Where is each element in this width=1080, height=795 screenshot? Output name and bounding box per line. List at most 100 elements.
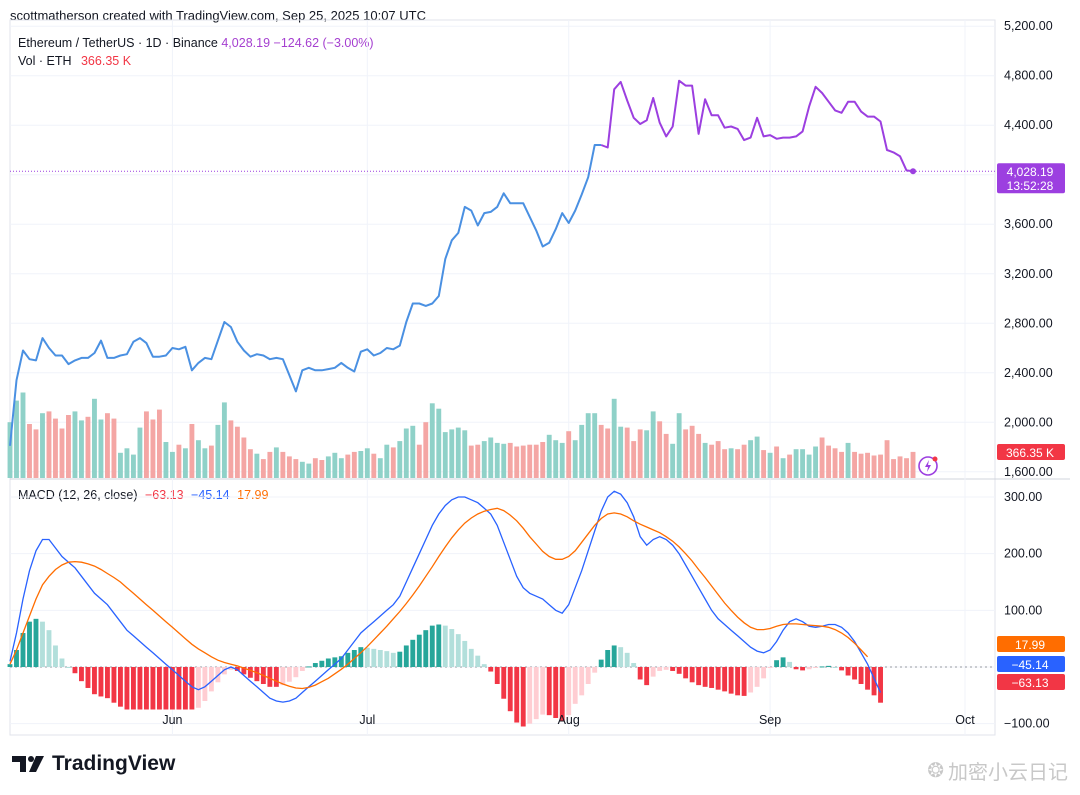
volume-bar	[475, 444, 481, 478]
macd-tick-label: 200.00	[1004, 547, 1042, 561]
volume-bar	[202, 448, 208, 478]
volume-bar	[819, 437, 825, 478]
macd-histogram-bar	[169, 667, 175, 710]
macd-histogram-bar	[728, 667, 734, 694]
volume-bar	[800, 449, 806, 478]
volume-bar	[85, 416, 91, 478]
volume-bar	[793, 449, 799, 478]
volume-bar	[79, 420, 84, 478]
volume-bar	[462, 430, 468, 478]
macd-histogram-bar	[579, 667, 585, 696]
volume-bar	[442, 432, 448, 478]
macd-histogram-bar	[247, 667, 253, 678]
macd-histogram-bar	[85, 667, 91, 688]
signal-line	[9, 507, 869, 690]
volume-bar	[403, 428, 409, 478]
price-tick-label: 4,800.00	[1004, 69, 1053, 83]
volume-bar	[182, 448, 188, 478]
volume-bar	[644, 430, 650, 478]
macd-histogram-bar	[267, 667, 273, 687]
price-tick-label: 2,400.00	[1004, 366, 1053, 380]
macd-line-value: −45.14	[191, 488, 230, 502]
volume-bar	[514, 446, 520, 478]
macd-histogram-bar	[878, 667, 883, 703]
macd-signal-value: 17.99	[237, 488, 269, 502]
macd-histogram-bar	[72, 667, 78, 674]
macd-histogram-bar	[520, 667, 526, 727]
time-tick-label: Sep	[759, 713, 781, 727]
macd-histogram-bar	[66, 667, 71, 668]
macd-histogram-bar	[46, 630, 52, 667]
macd-histogram-bar	[436, 624, 442, 667]
macd-histogram-bar	[234, 667, 240, 671]
macd-histogram-bar	[611, 645, 617, 667]
macd-histogram-bar	[761, 667, 767, 679]
volume-bar	[598, 424, 604, 478]
volume-bar	[59, 428, 65, 478]
symbol-title: Ethereum / TetherUS · 1D · Binance	[18, 36, 218, 50]
volume-bar	[494, 442, 500, 478]
volume-bar	[865, 452, 870, 478]
flash-icon[interactable]	[918, 456, 938, 476]
volume-bar	[553, 440, 559, 478]
macd-histogram-bar	[559, 667, 565, 721]
macd-histogram-bar	[650, 667, 656, 677]
macd-histogram-bar	[637, 667, 643, 680]
macd-histogram-bar	[780, 657, 786, 667]
volume-bar	[332, 452, 338, 478]
volume-bar	[33, 429, 39, 478]
volume-bar	[130, 454, 136, 478]
macd-histogram-bar	[137, 667, 143, 710]
volume-bar	[520, 445, 526, 478]
plot-frame	[9, 19, 996, 736]
macd-histogram-bar	[858, 667, 864, 684]
tradingview-logo-icon	[12, 756, 44, 772]
volume-bar	[832, 448, 838, 478]
macd-histogram-bar	[507, 667, 513, 712]
macd-histogram-bar	[865, 667, 870, 690]
volume-bar	[118, 452, 123, 478]
volume-bar	[150, 419, 156, 478]
last-price-dot	[910, 168, 917, 175]
volume-bar	[709, 444, 715, 478]
price-change: −124.62 (−3.00%)	[273, 36, 374, 50]
macd-histogram-bar	[254, 667, 260, 682]
volume-bar	[527, 444, 533, 478]
price-series-line	[9, 144, 602, 446]
macd-histogram-bar	[774, 660, 780, 667]
volume-bar	[631, 441, 637, 478]
macd-histogram-bar	[98, 667, 104, 697]
macd-histogram-bar	[767, 667, 773, 668]
volume-bar	[306, 463, 312, 478]
chart-canvas[interactable]: 1,600.00 2,000.00 2,400.00 2,800.00 3,200.00…	[0, 0, 1080, 745]
volume-bar	[540, 442, 546, 478]
macd-histogram-bar	[130, 667, 136, 710]
volume-bar	[884, 440, 890, 478]
macd-histogram-bar	[20, 633, 26, 667]
volume-bar	[163, 442, 169, 478]
macd-histogram-bar	[683, 667, 689, 679]
macd-histogram-bar	[852, 667, 857, 680]
macd-histogram-bar	[118, 667, 123, 707]
signal-tag-text: 17.99	[1015, 638, 1045, 652]
volume-bar	[241, 437, 247, 478]
volume-bar	[696, 433, 702, 478]
volume-tag-text: 366.35 K	[1006, 446, 1054, 460]
tradingview-logo: TradingView	[12, 752, 175, 776]
volume-bar	[208, 445, 214, 478]
volume-bar	[189, 424, 195, 478]
volume-bar	[371, 453, 377, 478]
macd-histogram-bar	[871, 667, 877, 696]
volume-bar	[312, 458, 318, 478]
axes: 1,600.00 2,000.00 2,400.00 2,800.00 3,200.00…	[162, 19, 1052, 730]
volume-bar	[221, 402, 227, 478]
macd-histogram-bar	[150, 667, 156, 710]
volume-bar	[761, 450, 767, 478]
volume-bar	[319, 460, 325, 478]
macd-histogram-bar	[286, 667, 292, 682]
volume-bar	[663, 433, 669, 478]
macd-histogram-bar	[735, 667, 741, 696]
volume-bar	[891, 459, 896, 478]
volume-bar	[624, 427, 630, 478]
